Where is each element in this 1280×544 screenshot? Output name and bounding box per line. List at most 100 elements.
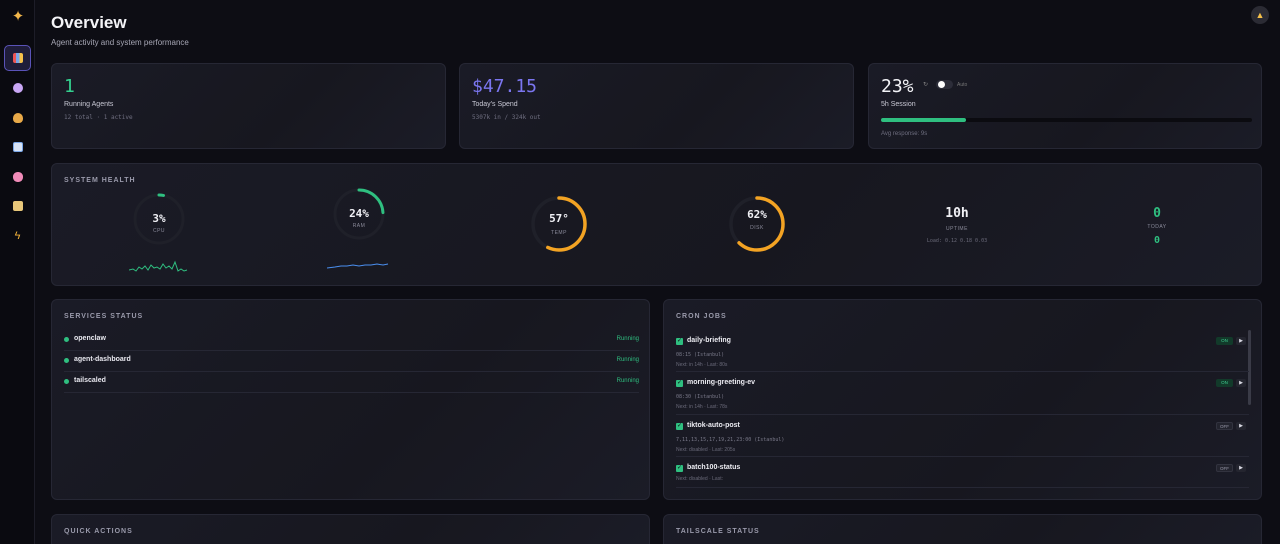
service-status: Running <box>616 378 639 384</box>
running-agents-card: 1 Running Agents 12 total · 1 active <box>51 63 446 149</box>
temp-gauge: 57° TEMP <box>524 194 594 254</box>
run-button[interactable]: ▶ <box>1236 337 1246 345</box>
sidebar-item-logs[interactable] <box>4 193 31 219</box>
services-status-card: SERVICES STATUS openclaw Running agent-d… <box>51 299 650 500</box>
bell-icon[interactable]: ▲ <box>1251 6 1269 24</box>
sidebar-item-actions[interactable]: ϟ <box>4 223 31 249</box>
cpu-gauge: 3% CPU <box>124 191 194 251</box>
sidebar: ✦ ϟ <box>0 0 35 544</box>
service-name: agent-dashboard <box>74 356 131 363</box>
lightning-icon: ϟ <box>14 230 21 242</box>
cron-job-schedule: 7,11,13,15,17,19,21,23:00 (Istanbul) <box>676 437 785 443</box>
running-agents-sub: 12 total · 1 active <box>64 114 133 121</box>
disk-value: 62% <box>747 208 767 221</box>
ram-gauge: 24% RAM <box>324 186 394 246</box>
brain-icon <box>12 172 23 182</box>
cron-jobs-card: CRON JOBS ✓ daily-briefing 08:15 (Istanb… <box>663 299 1262 500</box>
check-icon: ✓ <box>676 338 683 345</box>
service-row[interactable]: tailscaled Running <box>64 372 639 393</box>
cron-job-name: batch100-status <box>687 464 741 471</box>
cpu-sparkline <box>129 260 188 272</box>
cron-job-row[interactable]: ✓ morning-greeting-ev 08:30 (Istanbul) N… <box>676 376 1249 415</box>
uptime-value: 10h <box>945 206 969 221</box>
clipboard-icon <box>12 201 23 211</box>
service-row[interactable]: agent-dashboard Running <box>64 351 639 372</box>
cpu-label: CPU <box>152 228 166 234</box>
services-status-title: SERVICES STATUS <box>64 313 144 320</box>
cron-toggle-button[interactable]: ON <box>1216 337 1233 345</box>
session-card: 23% ↻ Auto 5h Session Avg response: 9s <box>868 63 1262 149</box>
cron-job-row[interactable]: ✓ daily-briefing 08:15 (Istanbul) Next: … <box>676 334 1249 372</box>
cron-scrollbar[interactable] <box>1248 330 1251 405</box>
auto-toggle-knob <box>938 81 945 88</box>
ram-value: 24% <box>349 207 369 220</box>
today-value: 0 <box>1153 206 1161 221</box>
session-progress <box>881 118 1252 122</box>
temp-value: 57° <box>549 212 569 225</box>
temp-label: TEMP <box>551 230 567 236</box>
service-row[interactable]: openclaw Running <box>64 330 639 351</box>
running-agents-label: Running Agents <box>64 101 114 108</box>
cron-toggle-button[interactable]: ON <box>1216 379 1233 387</box>
sidebar-item-spend[interactable] <box>4 105 31 131</box>
ram-sparkline <box>327 263 389 269</box>
sidebar-item-overview[interactable] <box>4 45 31 71</box>
tailscale-status-title: TAILSCALE STATUS <box>676 528 760 535</box>
cron-job-row[interactable]: ✓ tiktok-auto-post 7,11,13,15,17,19,21,2… <box>676 419 1249 457</box>
sparkle-icon[interactable]: ✦ <box>11 8 25 25</box>
quick-actions-card: QUICK ACTIONS <box>51 514 650 544</box>
tailscale-status-card: TAILSCALE STATUS <box>663 514 1262 544</box>
status-dot-icon <box>64 379 69 384</box>
service-name: openclaw <box>74 335 106 342</box>
service-status: Running <box>616 357 639 363</box>
page-title: Overview <box>51 13 127 32</box>
system-health-title: SYSTEM HEALTH <box>64 177 136 184</box>
money-bag-icon <box>12 113 23 123</box>
service-status: Running <box>616 336 639 342</box>
quick-actions-title: QUICK ACTIONS <box>64 528 133 535</box>
ram-label: RAM <box>352 223 366 229</box>
cron-job-name: daily-briefing <box>687 337 731 344</box>
disk-gauge: 62% DISK <box>722 194 792 254</box>
check-icon: ✓ <box>676 380 683 387</box>
todays-spend-sub: 5307k in / 324k out <box>472 114 541 121</box>
todays-spend-card: $47.15 Today's Spend 5307k in / 324k out <box>459 63 854 149</box>
cron-toggle-button[interactable]: OFF <box>1216 422 1233 430</box>
session-progress-fill <box>881 118 967 122</box>
status-dot-icon <box>64 337 69 342</box>
cron-job-meta: Next: in 14h · Last: 78s <box>676 404 728 410</box>
robot-icon <box>12 83 23 93</box>
run-button[interactable]: ▶ <box>1236 422 1246 430</box>
sidebar-item-memory[interactable] <box>4 164 31 190</box>
session-value: 23% <box>881 76 914 97</box>
cron-job-schedule: 08:30 (Istanbul) <box>676 394 725 400</box>
service-name: tailscaled <box>74 377 106 384</box>
today-sub-value: 0 <box>1153 235 1161 246</box>
cron-job-meta: Next: disabled · Last: <box>676 476 723 482</box>
cron-jobs-title: CRON JOBS <box>676 313 727 320</box>
check-icon: ✓ <box>676 423 683 430</box>
sidebar-item-agents[interactable] <box>4 75 31 101</box>
auto-toggle-label: Auto <box>957 82 968 88</box>
sidebar-item-performance[interactable] <box>4 134 31 160</box>
system-health-card: SYSTEM HEALTH 3% CPU 24% RAM 57° TEMP <box>51 163 1262 286</box>
run-button[interactable]: ▶ <box>1236 464 1246 472</box>
uptime-sub: Load: 0.12 0.18 0.03 <box>926 238 988 244</box>
cron-job-name: tiktok-auto-post <box>687 422 740 429</box>
bar-chart-icon <box>12 53 23 63</box>
cron-job-schedule: 08:15 (Istanbul) <box>676 352 725 358</box>
todays-spend-label: Today's Spend <box>472 101 518 108</box>
refresh-icon[interactable]: ↻ <box>923 82 929 88</box>
cron-job-row[interactable]: ✓ batch100-status Next: disabled · Last:… <box>676 461 1249 488</box>
line-chart-icon <box>12 142 23 152</box>
session-sub: Avg response: 9s <box>881 131 928 137</box>
cron-job-meta: Next: disabled · Last: 205s <box>676 447 736 453</box>
today-label: TODAY <box>1147 224 1167 230</box>
check-icon: ✓ <box>676 465 683 472</box>
page-subtitle: Agent activity and system performance <box>51 38 189 47</box>
running-agents-value: 1 <box>64 76 75 97</box>
cron-toggle-button[interactable]: OFF <box>1216 464 1233 472</box>
run-button[interactable]: ▶ <box>1236 379 1246 387</box>
uptime-label: UPTIME <box>946 226 968 232</box>
cron-job-meta: Next: in 14h · Last: 80s <box>676 362 728 368</box>
